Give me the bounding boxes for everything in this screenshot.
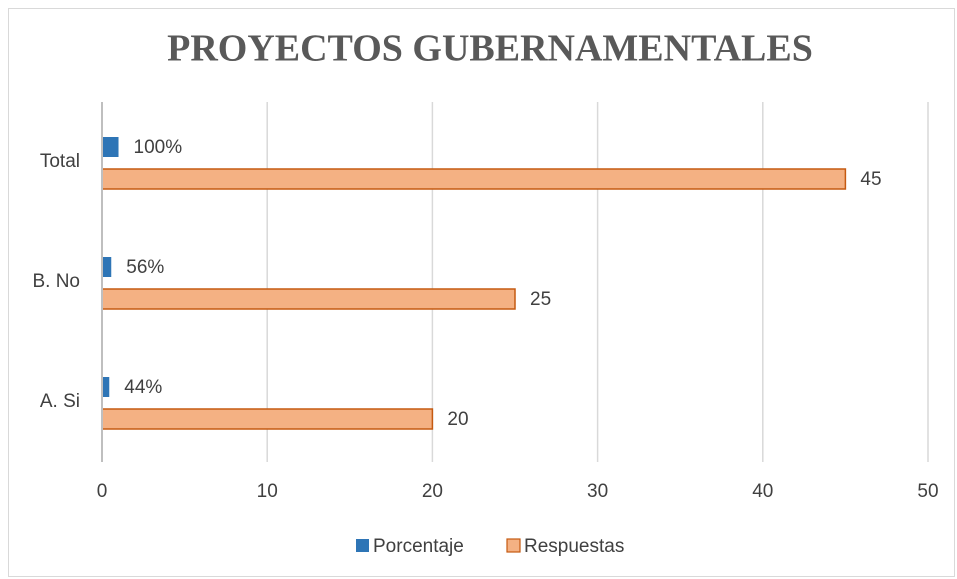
data-label: 20 [447,409,468,430]
bar [101,168,847,190]
data-label: 45 [860,169,881,190]
bar [102,377,110,397]
legend-label: Porcentaje [373,536,464,557]
y-tick-label: B. No [32,271,80,292]
data-label: 25 [530,289,551,310]
x-tick-label: 30 [587,481,608,502]
bar [102,257,112,277]
data-label: 44% [124,377,162,398]
y-tick-label: Total [40,151,80,172]
y-tick-label: A. Si [40,391,80,412]
x-tick-label: 10 [257,481,278,502]
x-tick-label: 50 [917,481,938,502]
chart-title: PROYECTOS GUBERNAMENTALES [167,28,813,70]
x-tick-label: 0 [97,481,108,502]
bar [102,137,119,157]
data-label: 100% [134,137,183,158]
x-tick-label: 20 [422,481,443,502]
legend-swatch [356,539,369,552]
legend-label: Respuestas [524,536,624,557]
data-label: 56% [126,257,164,278]
legend-swatch [506,538,521,553]
x-tick-label: 40 [752,481,773,502]
bar [101,408,434,430]
bar [101,288,516,310]
